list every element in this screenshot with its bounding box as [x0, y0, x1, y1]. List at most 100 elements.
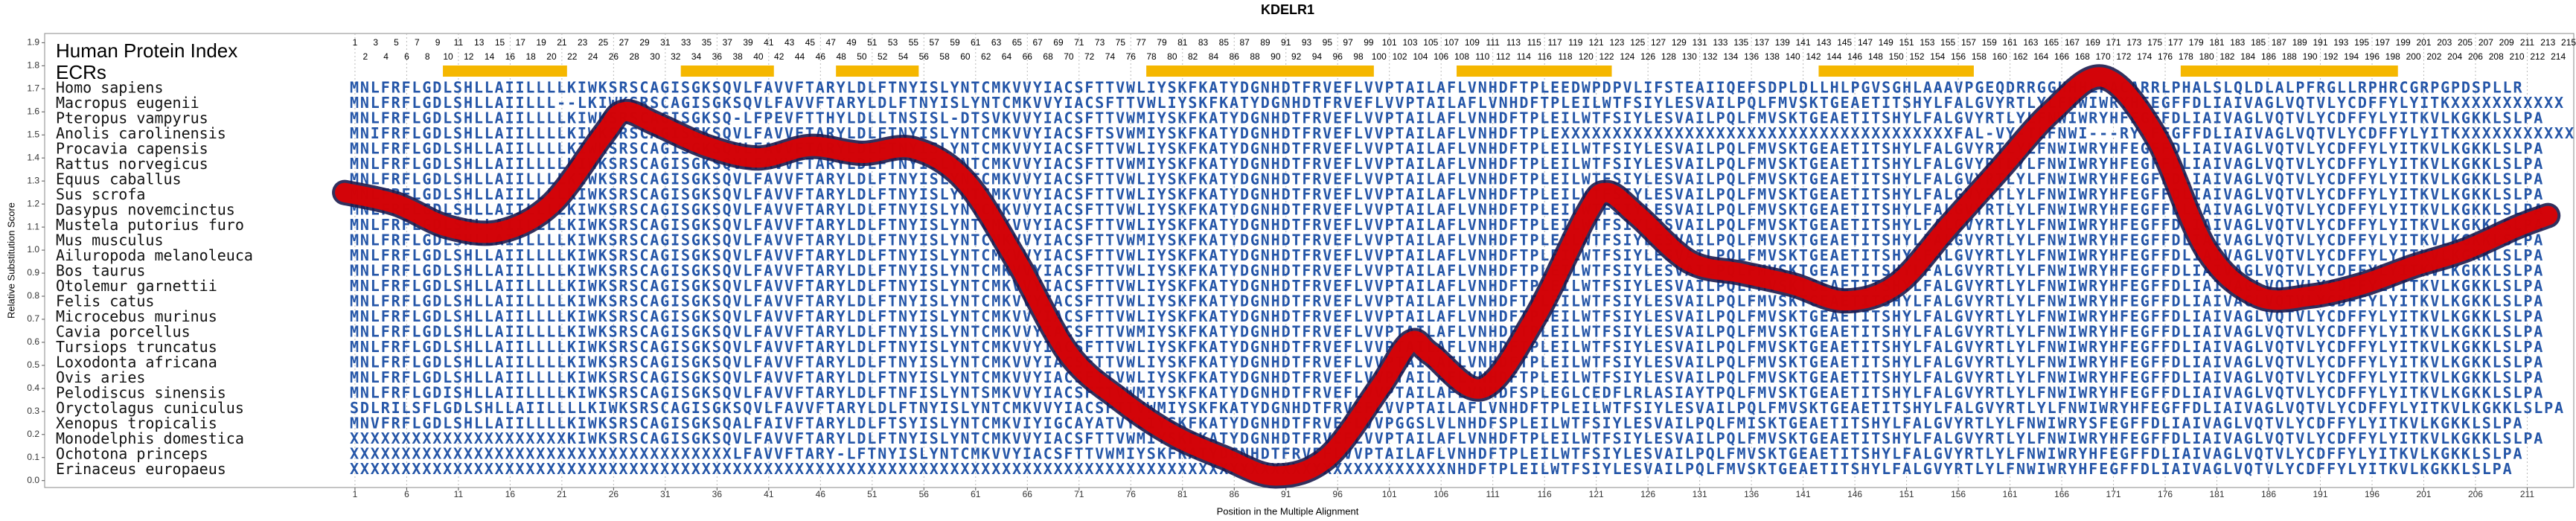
protein-index: 99 — [1364, 37, 1374, 48]
protein-index: 5 — [394, 37, 399, 48]
species-name: Xenopus tropicalis — [56, 415, 217, 432]
x-tick-label: 86 — [1230, 489, 1240, 499]
protein-index: 90 — [1271, 51, 1281, 62]
x-tick-label: 21 — [557, 489, 567, 499]
x-tick-label: 51 — [867, 489, 878, 499]
sequence: MNLFRFLGDLSHLLAIILLLLKIWKSRSCAGISGKSQVLF… — [350, 277, 2543, 295]
protein-index: 180 — [2199, 51, 2214, 62]
protein-index: 215 — [2561, 37, 2576, 48]
species-name: Erinaceus europaeus — [56, 460, 226, 478]
protein-index: 153 — [1920, 37, 1934, 48]
protein-index: 105 — [1423, 37, 1438, 48]
protein-index: 200 — [2406, 51, 2421, 62]
x-tick-label: 181 — [2210, 489, 2225, 499]
x-tick-label: 136 — [1744, 489, 1759, 499]
protein-index: 76 — [1126, 51, 1137, 62]
protein-index: 64 — [1002, 51, 1012, 62]
species-name: Pteropus vampyrus — [56, 109, 208, 127]
protein-index: 50 — [857, 51, 867, 62]
protein-index: 16 — [505, 51, 516, 62]
protein-index: 122 — [1599, 51, 1614, 62]
protein-index: 49 — [846, 37, 857, 48]
y-tick-label: 1.2 — [27, 198, 39, 208]
protein-index: 131 — [1693, 37, 1707, 48]
protein-index: 81 — [1177, 37, 1188, 48]
x-tick-label: 36 — [712, 489, 723, 499]
protein-index: 121 — [1589, 37, 1604, 48]
x-tick-label: 171 — [2106, 489, 2121, 499]
protein-index: 41 — [764, 37, 774, 48]
protein-index: 85 — [1219, 37, 1230, 48]
y-tick-label: 0.5 — [27, 359, 39, 370]
protein-index: 185 — [2251, 37, 2266, 48]
ecr-bar — [680, 65, 774, 77]
protein-index: 132 — [1703, 51, 1718, 62]
species-name: Ovis aries — [56, 368, 145, 386]
x-tick-label: 201 — [2416, 489, 2431, 499]
y-tick-label: 0.1 — [27, 452, 39, 462]
x-tick-label: 176 — [2158, 489, 2173, 499]
protein-index: 154 — [1930, 51, 1945, 62]
protein-index: 114 — [1517, 51, 1531, 62]
protein-index: 110 — [1475, 51, 1489, 62]
protein-index: 201 — [2416, 37, 2431, 48]
sequence: MNLFRFLGDLSHLLAIILLLLKIWKSRSCAGISGKSQ-LF… — [350, 109, 2543, 127]
protein-index: 2 — [362, 51, 368, 62]
protein-index: 174 — [2137, 51, 2152, 62]
protein-index: 156 — [1951, 51, 1966, 62]
protein-index: 210 — [2510, 51, 2525, 62]
protein-index: 43 — [784, 37, 795, 48]
y-tick-label: 1.9 — [27, 37, 39, 48]
species-name: Sus scrofa — [56, 185, 145, 203]
protein-index: 8 — [425, 51, 430, 62]
protein-index: 33 — [681, 37, 691, 48]
protein-index: 161 — [2003, 37, 2018, 48]
y-tick-label: 1.8 — [27, 60, 39, 71]
protein-index: 208 — [2489, 51, 2504, 62]
protein-index: 162 — [2013, 51, 2027, 62]
protein-index: 167 — [2065, 37, 2080, 48]
sequence: MNLFRFLGDLSHLLAIILLLLKIWKSRSCAGISGKSQVLF… — [350, 262, 2543, 280]
protein-index: 112 — [1496, 51, 1510, 62]
ecr-bar — [2180, 65, 2398, 77]
protein-index: 86 — [1230, 51, 1240, 62]
protein-index: 6 — [404, 51, 409, 62]
protein-index: 9 — [435, 37, 441, 48]
species-name: Felis catus — [56, 293, 154, 310]
protein-index: 146 — [1847, 51, 1862, 62]
species-name: Ailuropoda melanoleuca — [56, 246, 253, 264]
y-tick-label: 1.6 — [27, 106, 39, 116]
sequence: MNLFRFLGDLSHLLAIILLLLKIWKSRSCAGISGKSQVLF… — [350, 323, 2543, 341]
protein-index: 54 — [898, 51, 909, 62]
y-tick-label: 1.3 — [27, 175, 39, 185]
protein-index: 166 — [2054, 51, 2069, 62]
x-tick-label: 196 — [2365, 489, 2380, 499]
protein-index: 12 — [464, 51, 474, 62]
species-name: Monodelphis domestica — [56, 429, 244, 447]
x-tick-label: 211 — [2520, 489, 2534, 499]
protein-index: 48 — [836, 51, 846, 62]
sequence: XXXXXXXXXXXXXXXXXXXXXXXXXXXXXXXXXXXXXXXX… — [350, 460, 2512, 478]
protein-index: 69 — [1053, 37, 1064, 48]
x-tick-label: 16 — [505, 489, 516, 499]
protein-index: 45 — [805, 37, 816, 48]
x-tick-label: 116 — [1538, 489, 1552, 499]
x-tick-label: 31 — [660, 489, 671, 499]
protein-index: 84 — [1209, 51, 1219, 62]
sequence: MNLFRFLGDLSHLLAIILLL--LKIWKSRSCAGISGKSQV… — [350, 94, 2563, 112]
species-name: Pelodiscus sinensis — [56, 384, 226, 402]
protein-index: 150 — [1889, 51, 1904, 62]
x-tick-label: 11 — [454, 489, 464, 499]
protein-index: 107 — [1444, 37, 1459, 48]
protein-index: 203 — [2437, 37, 2452, 48]
protein-index: 55 — [909, 37, 919, 48]
protein-index: 89 — [1260, 37, 1271, 48]
protein-index: 87 — [1239, 37, 1250, 48]
protein-index: 205 — [2458, 37, 2473, 48]
protein-index: 28 — [629, 51, 639, 62]
protein-index: 115 — [1527, 37, 1541, 48]
protein-index: 204 — [2447, 51, 2462, 62]
protein-index: 177 — [2168, 37, 2183, 48]
x-tick-label: 6 — [404, 489, 409, 499]
x-tick-label: 1 — [353, 489, 358, 499]
